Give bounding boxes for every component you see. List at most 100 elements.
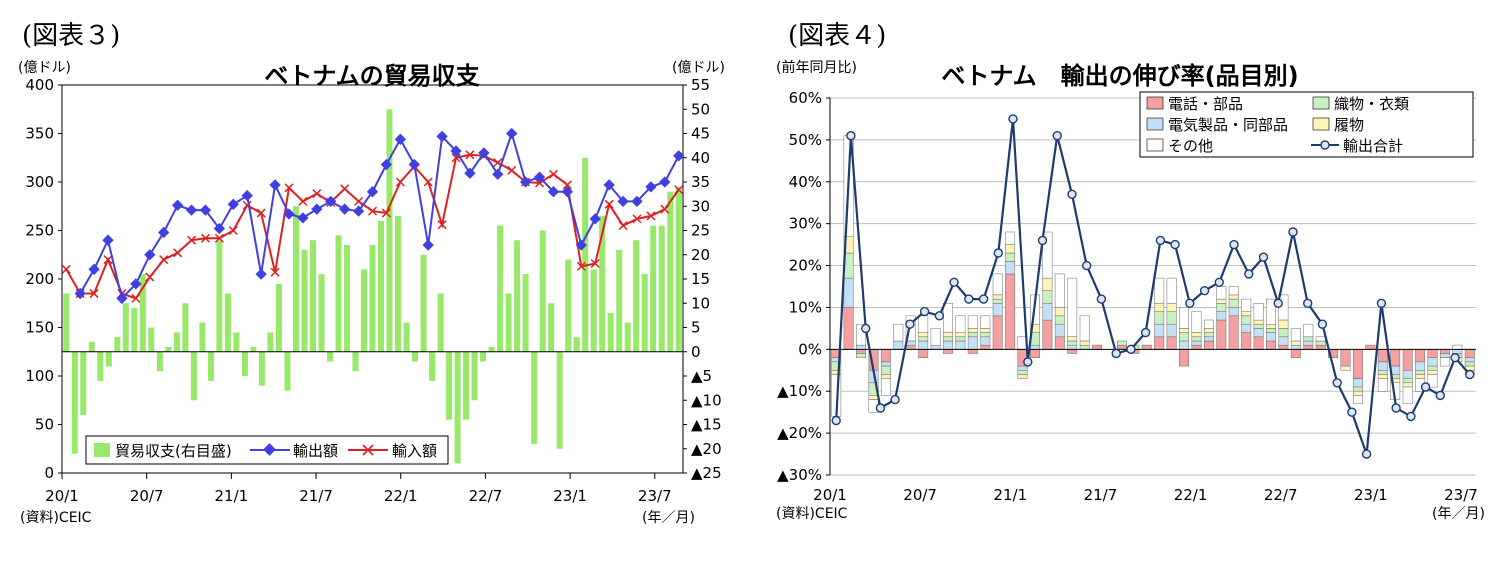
fig3-balance-bar	[403, 322, 410, 352]
fig4-total-point	[1347, 407, 1357, 417]
fig4-y-tick-label: ▲20%	[777, 424, 822, 442]
fig3-balance-bar	[71, 351, 78, 454]
fig4-total-point	[1244, 269, 1254, 279]
figure-4: (図表４) ベトナム 輸出の伸び率(品目別) (前年同月比) ▲30%▲20%▲…	[776, 21, 1485, 522]
fig3-balance-bar	[437, 293, 444, 352]
fig3-exports-point	[673, 150, 685, 162]
fig4-bar-segment	[1278, 328, 1289, 338]
fig4-bar-segment	[1353, 395, 1363, 405]
fig3-imports-point	[228, 225, 238, 236]
fig3-balance-bar	[565, 259, 572, 352]
fig4-bar-segment	[1427, 357, 1438, 367]
fig4-bar-segment	[943, 340, 953, 350]
fig3-balance-bar	[335, 235, 342, 352]
fig3-balance-bar	[165, 346, 172, 352]
fig3-balance-bar	[258, 351, 265, 386]
fig3-right-tick-label: 20	[691, 246, 710, 264]
fig4-bar-segment	[1303, 323, 1314, 338]
fig4-y-tick-label: 50%	[789, 131, 822, 149]
fig3-exports-point	[171, 199, 184, 211]
fig3-balance-bar	[590, 269, 597, 352]
fig3-exports-point	[102, 234, 114, 246]
fig4-total-point	[846, 130, 856, 141]
fig3-balance-bar	[318, 274, 325, 352]
fig4-bar-segment	[1353, 386, 1363, 392]
fig3-right-tick-label: 10	[691, 294, 710, 312]
fig3-balance-bar	[531, 351, 538, 444]
fig4-bar-segment	[1303, 344, 1314, 350]
fig4-bar-segment	[1377, 374, 1388, 379]
fig3-left-tick-label: 50	[35, 416, 54, 434]
fig3-exports-point	[325, 195, 337, 208]
fig4-total-point	[1435, 390, 1446, 401]
fig4-total-point	[1302, 298, 1313, 308]
fig3-exports-point	[227, 198, 239, 210]
fig3-balance-bar	[539, 230, 546, 352]
fig3-balance-bar	[454, 351, 461, 464]
fig3-balance-bar	[505, 293, 512, 352]
fig4-bar-segment	[1154, 323, 1165, 338]
fig3-x-tick-label: 20/7	[130, 487, 164, 505]
fig3-balance-bar	[97, 351, 104, 381]
fig4-bar-segment	[868, 395, 879, 400]
fig4-bar-segment	[1067, 277, 1078, 337]
fig4-total-polyline	[835, 118, 1471, 455]
fig4-total-point	[1140, 327, 1151, 338]
fig3-imports-point	[423, 177, 433, 187]
fig4-bar-segment	[843, 307, 854, 350]
fig4-legend-phone-swatch	[1146, 96, 1164, 110]
fig4-bar-segment	[1191, 344, 1202, 350]
fig4-bar-segment	[1005, 252, 1016, 262]
fig4-bar-segment	[1067, 340, 1078, 346]
fig4-legend: 電話・部品 織物・衣類 電気製品・同部品 履物 その他 輸出合計	[1139, 91, 1474, 158]
fig3-x-tick-label: 20/1	[45, 487, 79, 505]
fig3-balance-bar	[386, 109, 393, 352]
fig3-exports-point	[185, 204, 198, 216]
fig4-bar-segment	[1228, 286, 1239, 296]
fig4-bar-segment	[1067, 344, 1078, 350]
fig3-balance-bar	[641, 274, 648, 352]
fig3-balance-bar	[548, 303, 555, 352]
fig3-left-unit: (億ドル)	[18, 60, 71, 76]
fig4-bar-segment	[1415, 361, 1426, 371]
fig4-bar-segment	[992, 298, 1003, 304]
fig4-bar-segment	[1054, 273, 1065, 308]
fig3-exports-point	[380, 158, 393, 171]
fig4-bar-segment	[880, 365, 891, 375]
fig3-balance-bar	[233, 332, 240, 352]
fig3-imports-point	[465, 150, 475, 160]
fig4-source: (資料)CEIC	[776, 506, 848, 522]
fig4-bar-segment	[1427, 374, 1438, 388]
fig4-bar-segment	[1154, 303, 1165, 312]
fig4-bar-segment	[1203, 332, 1214, 338]
fig3-exports-point	[130, 278, 142, 290]
fig3-balance-bar	[675, 186, 682, 352]
fig3-imports-point	[590, 258, 600, 269]
fig4-bar-segment	[967, 328, 978, 333]
fig3-x-tick-label: 23/1	[553, 487, 587, 505]
fig3-exports-point	[297, 212, 309, 224]
fig3-balance-bar	[463, 351, 470, 420]
fig4-title: ベトナム 輸出の伸び率(品目別)	[941, 62, 1298, 90]
fig4-y-tick-label: 20%	[789, 257, 822, 275]
fig3-imports-point	[395, 177, 405, 187]
fig4-bar-segment	[1439, 357, 1450, 367]
fig3-imports-point	[312, 189, 322, 199]
fig4-total-point	[861, 323, 871, 334]
fig3-balance-bar	[599, 215, 606, 352]
fig4-total-point	[1111, 348, 1121, 359]
fig3-right-tick-label: 25	[691, 222, 710, 240]
fig3-legend: 貿易収支(右目盛) 輸出額 輸入額	[85, 435, 449, 465]
fig4-bar-segment	[1415, 349, 1426, 363]
fig4-bar-segment	[992, 294, 1003, 300]
fig4-bar-segment	[980, 344, 991, 350]
fig4-total-point	[1317, 319, 1328, 329]
fig3-imports-point	[660, 204, 670, 214]
fig4-bar-segment	[1290, 328, 1301, 342]
fig4-bar-segment	[1067, 349, 1078, 354]
fig3-balance-bar	[650, 225, 657, 352]
fig4-bar-segment	[1042, 231, 1053, 279]
fig3-legend-balance-swatch	[94, 443, 110, 457]
fig4-legend-textile: 織物・衣類	[1334, 95, 1409, 113]
fig4-bar-segment	[930, 344, 941, 350]
